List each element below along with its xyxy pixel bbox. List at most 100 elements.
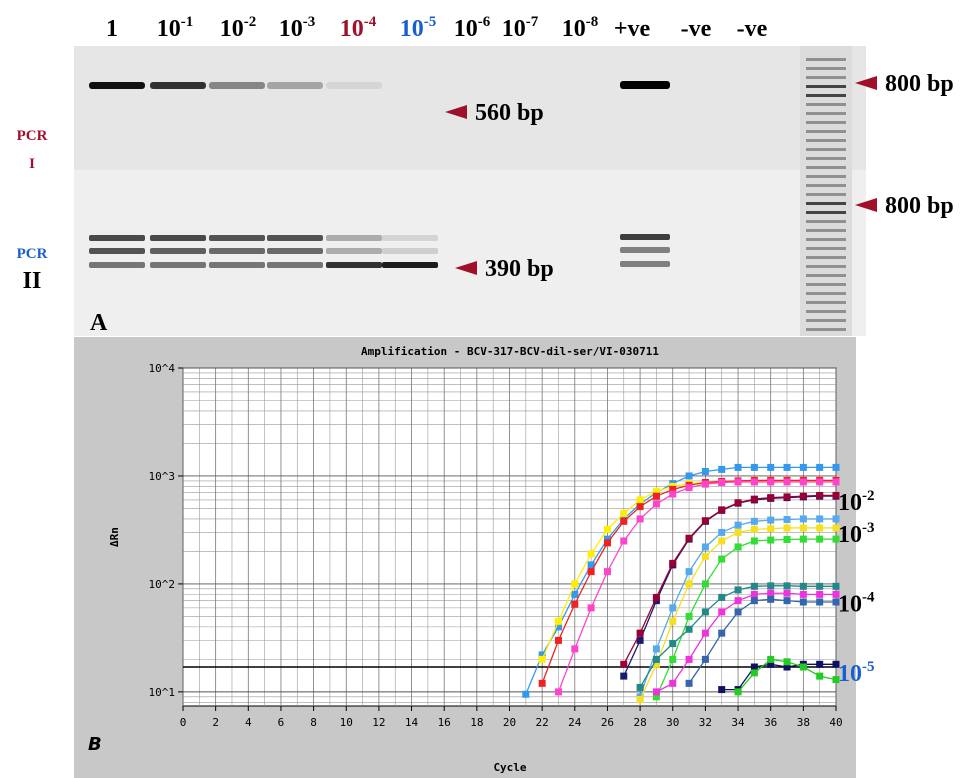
series-marker [833, 464, 840, 471]
band [267, 248, 323, 254]
page: A Amplification - BCV-317-BCV-dil-ser/VI… [0, 0, 980, 778]
series-marker [669, 491, 676, 498]
series-marker [686, 626, 693, 633]
series-marker [800, 591, 807, 598]
band [150, 235, 206, 241]
series-marker [816, 478, 823, 485]
ladder-band [806, 184, 846, 187]
series-marker [816, 591, 823, 598]
lane-label: 10-5 [400, 14, 437, 42]
ladder-band [806, 256, 846, 259]
band [89, 82, 145, 89]
panel-label: A [90, 310, 108, 336]
y-axis-label: ΔRn [108, 527, 121, 547]
series-marker [735, 464, 742, 471]
x-tick-label: 26 [601, 716, 614, 729]
series-marker [669, 640, 676, 647]
series-marker [735, 499, 742, 506]
lane-label-base: -ve [681, 16, 712, 42]
ladder-band [806, 121, 846, 124]
lane-label-exp: -1 [181, 14, 194, 30]
ladder-band [806, 301, 846, 304]
series-marker [669, 604, 676, 611]
series-marker [702, 630, 709, 637]
x-tick-label: 24 [568, 716, 582, 729]
ladder-band [806, 58, 846, 61]
series-marker [718, 686, 725, 693]
band [89, 248, 145, 254]
series-marker [735, 529, 742, 536]
series-marker [767, 494, 774, 501]
series-marker [751, 591, 758, 598]
lane-label: 1 [106, 16, 118, 42]
series-marker [637, 515, 644, 522]
figure: A Amplification - BCV-317-BCV-dil-ser/VI… [0, 0, 980, 778]
lane-label: 10-7 [502, 14, 539, 42]
series-marker [767, 478, 774, 485]
x-tick-label: 16 [438, 716, 451, 729]
series-marker [800, 524, 807, 531]
ladder-band [806, 67, 846, 70]
series-marker [784, 516, 791, 523]
series-marker [588, 550, 595, 557]
series-marker [718, 608, 725, 615]
x-tick-label: 4 [245, 716, 252, 729]
series-marker [669, 560, 676, 567]
series-marker [800, 599, 807, 606]
ladder-band [806, 112, 846, 115]
series-marker [718, 556, 725, 563]
series-marker [702, 553, 709, 560]
series-marker [718, 506, 725, 513]
series-marker [816, 515, 823, 522]
series-marker [637, 684, 644, 691]
ladder-band [806, 238, 846, 241]
series-marker [637, 630, 644, 637]
ladder-band [806, 139, 846, 142]
lane-label-exp: -8 [586, 14, 599, 30]
series-marker [620, 673, 627, 680]
series-marker [767, 525, 774, 532]
series-marker [669, 656, 676, 663]
band [209, 248, 265, 254]
series-marker [816, 583, 823, 590]
series-marker [784, 658, 791, 665]
series-marker [653, 594, 660, 601]
ladder-band [806, 175, 846, 178]
chart-title: Amplification - BCV-317-BCV-dil-ser/VI-0… [361, 345, 659, 358]
series-marker [735, 597, 742, 604]
ladder-band [806, 148, 846, 151]
series-marker [620, 537, 627, 544]
band [209, 235, 265, 241]
series-marker [800, 464, 807, 471]
lane-label-base: -ve [737, 16, 768, 42]
series-marker [718, 630, 725, 637]
ladder-band [806, 265, 846, 268]
annotation-base: 10 [838, 661, 862, 687]
series-marker [816, 661, 823, 668]
series-marker [555, 618, 562, 625]
series-marker [653, 645, 660, 652]
annotation-exp: -5 [862, 659, 875, 675]
band [209, 262, 265, 268]
series-marker [669, 618, 676, 625]
lane-label: 10-3 [279, 14, 316, 42]
band-size-label: 390 bp [485, 256, 554, 282]
series-marker [816, 599, 823, 606]
series-marker [637, 496, 644, 503]
series-marker [686, 472, 693, 479]
series-marker [686, 656, 693, 663]
series-marker [784, 582, 791, 589]
series-marker [800, 536, 807, 543]
x-tick-label: 32 [699, 716, 712, 729]
band [620, 81, 670, 89]
series-marker [767, 590, 774, 597]
lane-label-exp: -3 [303, 14, 316, 30]
series-marker [767, 537, 774, 544]
series-marker [718, 466, 725, 473]
series-marker [833, 583, 840, 590]
lane-label-base: 10 [502, 16, 526, 42]
band [150, 262, 206, 268]
ladder-band [806, 283, 846, 286]
ladder-band [806, 166, 846, 169]
series-marker [767, 582, 774, 589]
